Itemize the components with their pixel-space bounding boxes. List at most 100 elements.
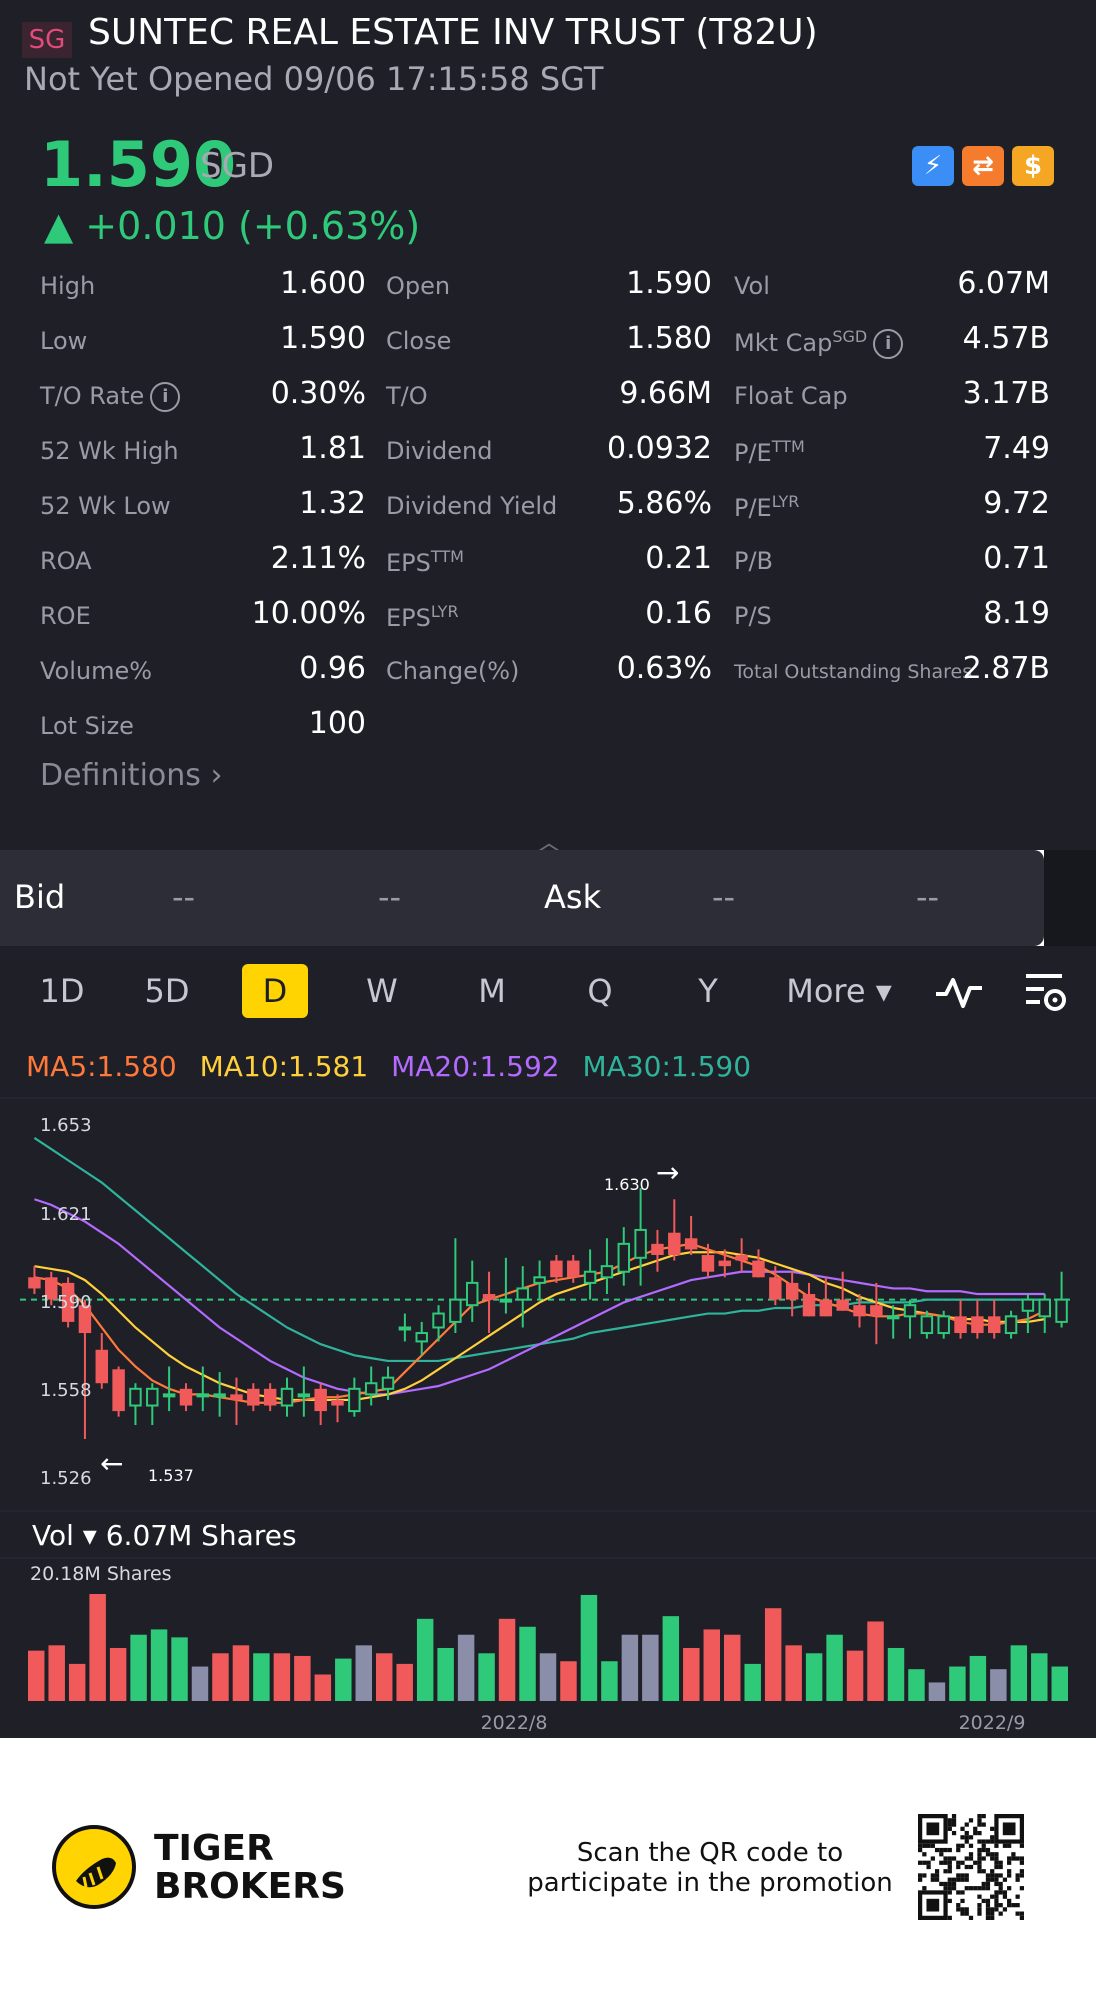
qr-module — [985, 1903, 991, 1908]
qr-module — [968, 1864, 974, 1870]
tab-1d[interactable]: 1D — [39, 972, 85, 1010]
indicator-toggle-icon[interactable] — [934, 972, 984, 1012]
candle-body — [449, 1298, 462, 1323]
qr-module — [930, 1856, 935, 1861]
qr-module — [947, 1818, 952, 1823]
roe-label: ROE — [40, 602, 91, 630]
qr-module — [994, 1881, 999, 1887]
total-shares-value: 2.87B — [962, 651, 1050, 686]
volume-bar — [785, 1645, 802, 1701]
volume-bar — [68, 1663, 86, 1701]
qr-module — [930, 1873, 935, 1878]
volume-bar — [171, 1637, 188, 1701]
qr-module — [990, 1839, 995, 1844]
high-label: High — [40, 272, 96, 300]
qr-code-icon[interactable] — [918, 1814, 1024, 1920]
volume-bar — [212, 1653, 229, 1701]
qr-module — [960, 1911, 965, 1916]
close-label: Close — [386, 327, 452, 355]
qr-module — [985, 1877, 991, 1882]
qr-module — [1011, 1903, 1016, 1908]
qr-module — [951, 1814, 957, 1819]
pe-lyr-value: 9.72 — [983, 486, 1050, 521]
volume-bar — [703, 1629, 720, 1701]
candle-body — [465, 1281, 479, 1307]
stats-grid: High 1.600 Open 1.590 Vol 6.07M Low 1.59… — [40, 262, 1050, 757]
volume-bar — [191, 1666, 209, 1701]
info-icon[interactable]: i — [873, 329, 904, 359]
info-icon[interactable]: i — [150, 382, 181, 412]
definitions-link[interactable]: Definitions › — [40, 758, 222, 793]
candle-body — [870, 1305, 883, 1317]
qr-module — [956, 1843, 961, 1848]
candle-body — [668, 1232, 681, 1256]
qr-module — [964, 1864, 969, 1870]
qr-module — [998, 1903, 1003, 1908]
qr-module — [985, 1915, 991, 1920]
stats-row: T/O Rate i 0.30% T/O 9.66M Float Cap 3.17… — [40, 372, 1050, 427]
qr-module — [985, 1881, 991, 1887]
52wk-high-label: 52 Wk High — [40, 437, 179, 465]
qr-module — [1015, 1873, 1020, 1878]
mkt-cap-label-text: Mkt Cap — [734, 329, 833, 357]
candle-body — [263, 1388, 277, 1406]
volume-bar — [928, 1682, 946, 1701]
brand-line1: TIGER — [154, 1828, 274, 1869]
qr-module — [956, 1890, 961, 1895]
qr-module — [985, 1847, 991, 1853]
candle-body — [1021, 1298, 1035, 1312]
candle-body — [819, 1299, 833, 1317]
ma5-legend: MA5:1.580 — [26, 1050, 177, 1083]
qr-module — [960, 1877, 965, 1882]
swap-badge-icon[interactable]: ⇄ — [962, 146, 1004, 186]
x-axis-label: 2022/8 — [481, 1712, 548, 1734]
qr-module — [956, 1847, 961, 1853]
qr-module — [951, 1877, 957, 1882]
last-price: 1.590 — [40, 128, 237, 201]
tab-d[interactable]: D — [242, 964, 308, 1018]
qr-module — [977, 1830, 982, 1836]
volume-bar — [28, 1650, 45, 1701]
eps-lyr-label-text: EPS — [386, 604, 431, 632]
tab-q[interactable]: Q — [587, 972, 613, 1010]
candle-body — [146, 1387, 159, 1407]
dividend-label: Dividend — [386, 437, 493, 465]
volume-header[interactable]: Vol ▾ 6.07M Shares — [32, 1519, 297, 1552]
tab-5d[interactable]: 5D — [144, 972, 190, 1010]
qr-module — [994, 1898, 999, 1904]
candle-body — [836, 1299, 849, 1311]
tab-y[interactable]: Y — [698, 972, 718, 1010]
brand-line2: BROKERS — [154, 1866, 346, 1907]
pe-ttm-label-text: P/E — [734, 439, 772, 467]
qr-module — [990, 1911, 995, 1916]
qr-module — [956, 1873, 961, 1878]
candle-body — [348, 1387, 361, 1413]
volume-bar — [580, 1594, 598, 1701]
qr-module — [998, 1864, 1003, 1870]
qr-module — [964, 1822, 969, 1827]
change-pct-value: 0.63% — [616, 651, 712, 686]
ma20-legend: MA20:1.592 — [391, 1050, 560, 1083]
volume-bar — [642, 1634, 659, 1701]
qr-module — [1007, 1856, 1012, 1861]
qr-module — [947, 1860, 952, 1865]
candle-body — [1055, 1298, 1068, 1323]
tab-w[interactable]: W — [366, 972, 398, 1010]
candle-body — [297, 1393, 311, 1398]
tab-more[interactable]: More ▾ — [786, 972, 892, 1010]
candlestick-chart[interactable]: 1.653 1.621 1.590 1.558 1.526 1.630 → ← … — [0, 946, 1096, 1738]
qr-module — [990, 1915, 995, 1920]
volume-bar — [846, 1650, 864, 1701]
bid-size: -- — [378, 878, 402, 916]
dollar-badge-icon[interactable]: $ — [1012, 146, 1054, 186]
tab-m[interactable]: M — [478, 972, 506, 1010]
stats-row: 52 Wk Low 1.32 Dividend Yield 5.86% P/EL… — [40, 482, 1050, 537]
lightning-badge-icon[interactable]: ⚡ — [912, 146, 954, 186]
qr-module — [981, 1843, 986, 1848]
qr-module — [981, 1839, 986, 1844]
ask-price: -- — [712, 878, 736, 916]
to-label: T/O — [386, 382, 428, 410]
qr-module — [973, 1830, 978, 1836]
chart-settings-icon[interactable] — [1022, 970, 1068, 1014]
qr-module — [977, 1852, 982, 1857]
